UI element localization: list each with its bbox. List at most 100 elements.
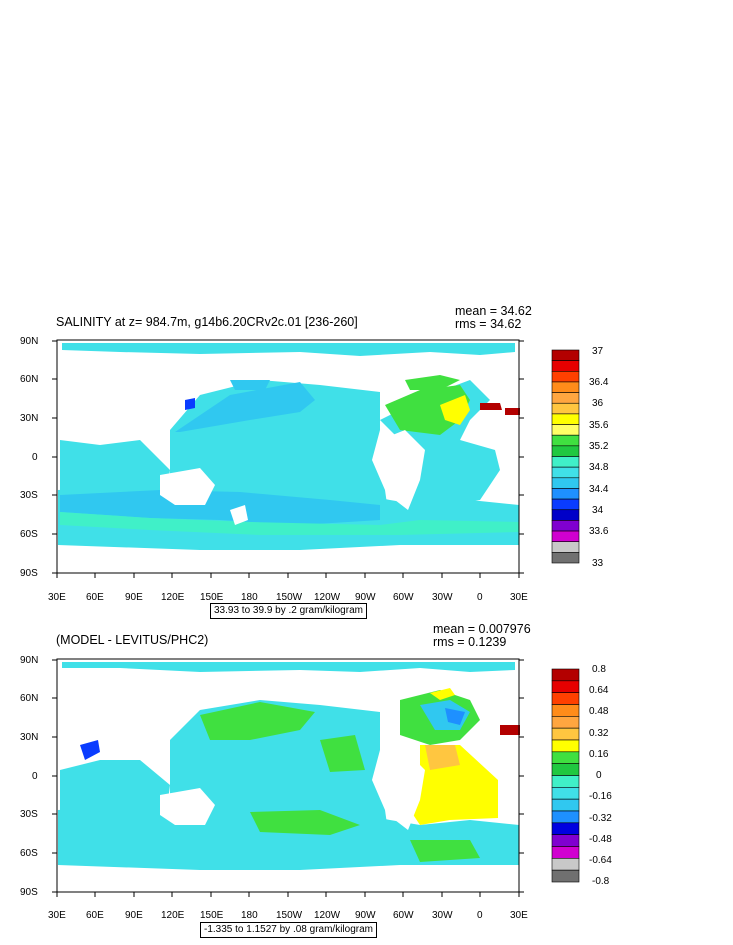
colorbar-label: 35.2 bbox=[589, 441, 609, 452]
lat-label: 0 bbox=[32, 452, 38, 463]
lon-ticks bbox=[56, 892, 520, 897]
lon-label: 90W bbox=[355, 910, 376, 921]
colorbar-label: -0.8 bbox=[592, 876, 610, 887]
lon-label: 90W bbox=[355, 592, 376, 603]
lat-label: 90S bbox=[20, 887, 38, 898]
lon-label: 180 bbox=[241, 592, 258, 603]
stat-mean: mean = 34.62 bbox=[455, 304, 532, 318]
lat-ticks bbox=[52, 340, 524, 574]
lon-label: 150E bbox=[200, 592, 224, 603]
lon-label: 30W bbox=[432, 592, 453, 603]
colorbar-label: 36.4 bbox=[589, 377, 609, 388]
lon-label: 60E bbox=[86, 910, 104, 921]
colorbar-label: 0.32 bbox=[589, 728, 609, 739]
colorbar-swatch bbox=[551, 798, 580, 812]
lon-label: 150E bbox=[200, 910, 224, 921]
lon-label: 150W bbox=[276, 910, 303, 921]
lon-label: 60W bbox=[393, 592, 414, 603]
lon-label: 60E bbox=[86, 592, 104, 603]
lon-label: 120W bbox=[314, 592, 341, 603]
contour-info: 33.93 to 39.9 by .2 gram/kilogram bbox=[210, 603, 367, 619]
lon-label: 180 bbox=[241, 910, 258, 921]
colorbar-label: -0.64 bbox=[589, 855, 612, 866]
lon-label: 30E bbox=[510, 910, 528, 921]
colorbar-swatch bbox=[551, 739, 580, 753]
lon-label: 30E bbox=[48, 910, 66, 921]
lon-label: 30W bbox=[432, 910, 453, 921]
lon-label: 120E bbox=[161, 592, 185, 603]
colorbar-label: -0.32 bbox=[589, 813, 612, 824]
lat-label: 30S bbox=[20, 490, 38, 501]
lat-label: 60N bbox=[20, 693, 39, 704]
lon-label: 0 bbox=[477, 592, 483, 603]
colorbar-swatch bbox=[551, 716, 580, 729]
lat-label: 30S bbox=[20, 809, 38, 820]
lat-label: 0 bbox=[32, 771, 38, 782]
colorbar-swatch bbox=[551, 775, 580, 788]
panel-title: (MODEL - LEVITUS/PHC2) bbox=[56, 633, 209, 647]
colorbar-label: -0.48 bbox=[589, 834, 612, 845]
colorbar-label: 0.8 bbox=[592, 664, 606, 675]
colorbar-swatch bbox=[551, 846, 580, 859]
lon-label: 30E bbox=[510, 592, 528, 603]
colorbar-swatch bbox=[551, 552, 580, 564]
contour-info: -1.335 to 1.1527 by .08 gram/kilogram bbox=[200, 922, 377, 938]
colorbar-swatch bbox=[551, 692, 580, 705]
colorbar-label: 0.48 bbox=[589, 706, 609, 717]
colorbar-swatch bbox=[551, 704, 580, 717]
colorbar-swatch bbox=[551, 668, 580, 682]
lat-label: 90N bbox=[20, 336, 39, 347]
colorbar-label: 36 bbox=[592, 398, 604, 409]
colorbar-label: 0 bbox=[596, 770, 602, 781]
lon-label: 0 bbox=[477, 910, 483, 921]
colorbar-swatch bbox=[551, 751, 580, 764]
panel-title: SALINITY at z= 984.7m, g14b6.20CRv2c.01 … bbox=[56, 315, 358, 329]
lat-label: 60S bbox=[20, 848, 38, 859]
colorbar-swatch bbox=[551, 834, 580, 847]
salinity-field bbox=[58, 343, 520, 550]
colorbar-label: 34.8 bbox=[589, 462, 609, 473]
colorbar-label: 34 bbox=[592, 505, 604, 516]
colorbar-swatch bbox=[551, 727, 580, 741]
lon-label: 60W bbox=[393, 910, 414, 921]
colorbar-label: 34.4 bbox=[589, 484, 609, 495]
colorbar-label: 35.6 bbox=[589, 420, 609, 431]
colorbar-label: 37 bbox=[592, 346, 604, 357]
lon-label: 150W bbox=[276, 592, 303, 603]
land bbox=[160, 750, 425, 830]
lon-label: 90E bbox=[125, 592, 143, 603]
colorbar-swatch bbox=[551, 858, 580, 871]
lon-label: 30E bbox=[48, 592, 66, 603]
stat-rms: rms = 0.1239 bbox=[433, 635, 507, 649]
stat-mean: mean = 0.007976 bbox=[433, 622, 531, 636]
lat-label: 90S bbox=[20, 568, 38, 579]
colorbar-swatch bbox=[551, 869, 580, 883]
colorbar-label: 0.64 bbox=[589, 685, 609, 696]
stat-rms: rms = 34.62 bbox=[455, 317, 522, 331]
colorbar-swatch bbox=[551, 822, 580, 835]
colorbar-label: 33.6 bbox=[589, 526, 609, 537]
lat-label: 60S bbox=[20, 529, 38, 540]
lat-label: 30N bbox=[20, 413, 39, 424]
colorbar-swatch bbox=[551, 787, 580, 800]
colorbar-label: 0.16 bbox=[589, 749, 609, 760]
colorbar-swatch bbox=[551, 810, 580, 824]
lat-label: 90N bbox=[20, 655, 39, 666]
colorbar-label: -0.16 bbox=[589, 791, 612, 802]
lat-label: 60N bbox=[20, 374, 39, 385]
lon-label: 90E bbox=[125, 910, 143, 921]
colorbar-swatch bbox=[551, 763, 580, 776]
difference-field bbox=[58, 662, 520, 870]
colorbar-label: 33 bbox=[592, 558, 604, 569]
lat-ticks bbox=[52, 659, 524, 893]
lat-label: 30N bbox=[20, 732, 39, 743]
land bbox=[160, 430, 425, 525]
lon-ticks bbox=[56, 573, 520, 578]
lon-label: 120W bbox=[314, 910, 341, 921]
colorbar-swatch bbox=[551, 680, 580, 693]
lon-label: 120E bbox=[161, 910, 185, 921]
